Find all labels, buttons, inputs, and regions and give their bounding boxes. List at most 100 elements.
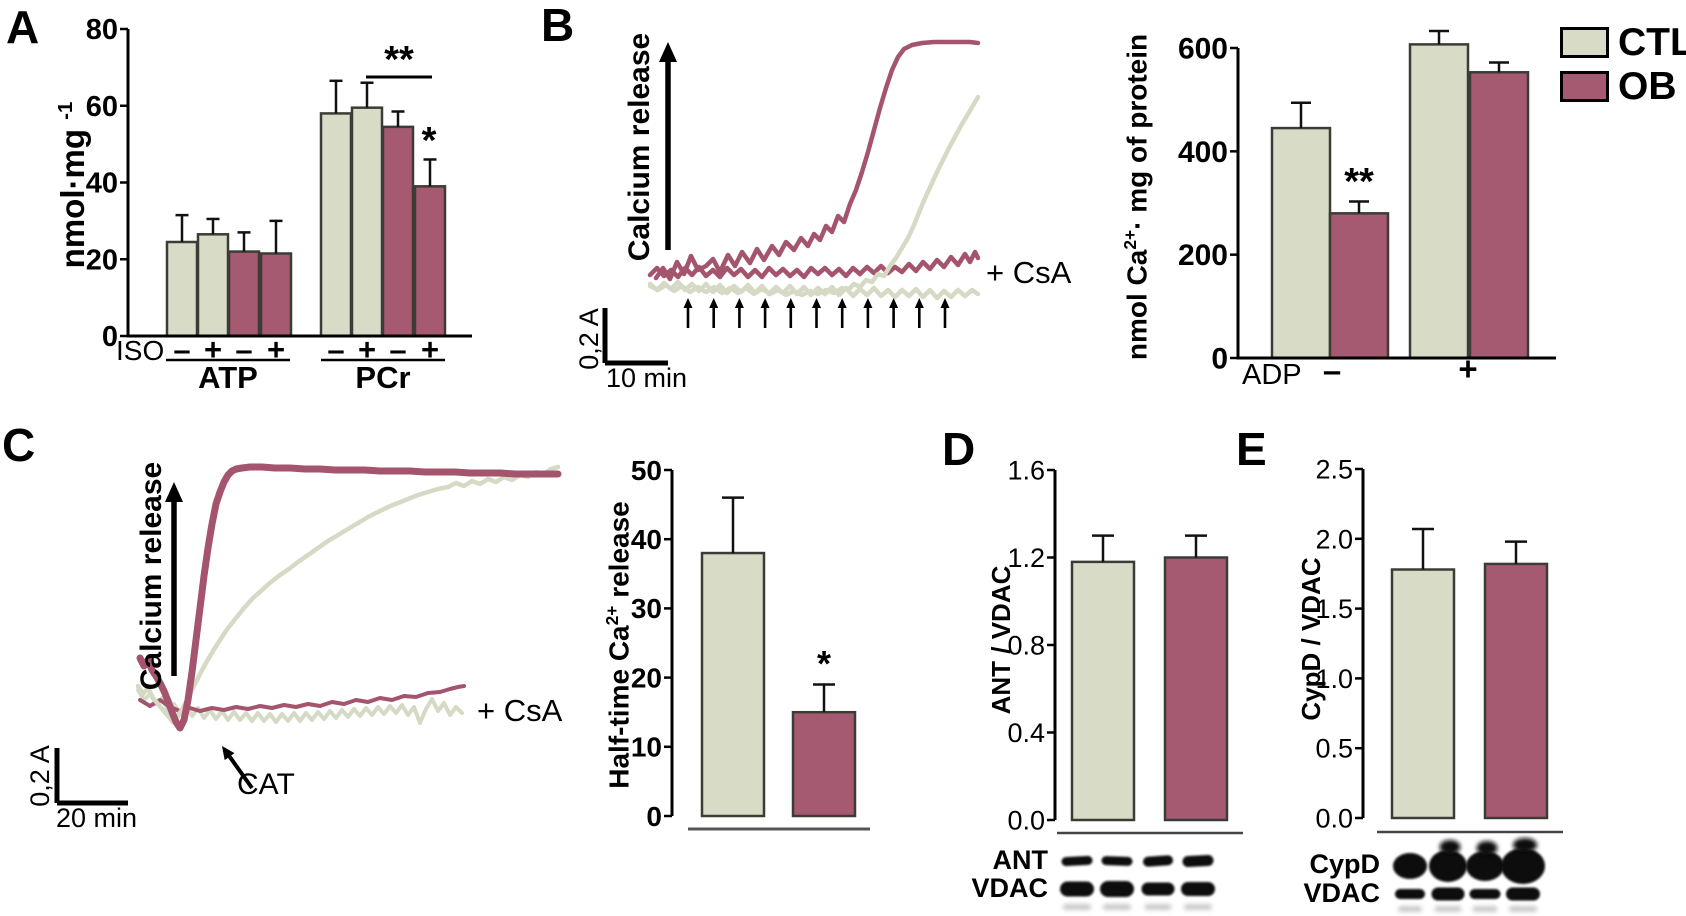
tick-label: 0.5 [1315, 734, 1353, 764]
chart-B-trace [602, 39, 981, 366]
bar-B-bar-ctl-0 [1270, 126, 1332, 360]
tick-label: 10 [631, 732, 662, 763]
blot-band-vdac [1395, 889, 1425, 899]
panel-b-adp-plus: + [1458, 350, 1478, 387]
panel-e-y-axis-label: CypD / VDAC [1296, 557, 1326, 721]
tick-label: 20 [631, 662, 662, 693]
panel-a-iso-label: ISO [116, 335, 165, 366]
bar-C-bar-ctl-0 [700, 551, 766, 818]
trace-ctl [135, 464, 561, 725]
panel-e-label: E [1236, 423, 1267, 475]
panel-d-label: D [942, 423, 976, 475]
bar-D-bar-ob-1 [1163, 556, 1229, 822]
panel-a-iso-sign-6: + [357, 332, 377, 367]
calcium-pulse-arrow-head [760, 298, 770, 308]
panel-c-label: C [2, 419, 36, 471]
calcium-release-arrow-head [659, 42, 677, 62]
chart-A: 0 20 40 60 80 *** [86, 14, 472, 362]
calcium-pulse-arrow-head [786, 298, 796, 308]
calcium-pulse-arrow-head [914, 298, 924, 308]
tick-label: 200 [1178, 239, 1228, 272]
trace-ob [653, 39, 981, 282]
blot-band-vdac [1181, 882, 1215, 896]
blot-band-cypd [1393, 853, 1427, 879]
tick-label: 1.5 [1315, 594, 1353, 624]
panel-b-bar-y-axis-label: nmol Ca2+· mg of protein [1120, 33, 1153, 361]
blot-band-cypd [1501, 848, 1545, 884]
bar-A-ctl-0 [165, 240, 199, 338]
blot-band-shadow [1509, 906, 1537, 912]
tick-label: 0.8 [1007, 630, 1045, 660]
tick-label: 0 [646, 801, 662, 832]
legend-swatch-ob [1560, 71, 1609, 102]
calcium-pulse-arrow-head [709, 298, 719, 308]
panel-a-iso-sign-1: – [173, 332, 191, 367]
bar-A-ctl-5 [350, 106, 384, 338]
tick-label: 1.0 [1315, 664, 1353, 694]
bar-A-ob-3 [259, 252, 293, 338]
panel-a-iso-sign-8: + [420, 332, 440, 367]
panel-c-scalebar-y-label: 0,2 A [25, 745, 55, 807]
panel-a-y-axis-label: nmol·mg -1 [47, 60, 91, 310]
blot-band-vdac [1506, 887, 1540, 901]
blot-band-shadow [1434, 906, 1462, 912]
panel-a-iso-sign-5: – [327, 332, 345, 367]
panel-a-group-label-pcr: PCr [355, 360, 411, 395]
bar-E-bar-ob-1 [1483, 562, 1549, 820]
tick-label: 20 [86, 244, 118, 276]
calcium-pulse-arrow-head [683, 298, 693, 308]
sig-label: * [817, 643, 831, 684]
panel-c-cat-annotation: CAT [237, 768, 295, 801]
sig-label: ** [1344, 161, 1374, 203]
calcium-pulse-arrow-head [812, 298, 821, 308]
tick-label: 0.4 [1007, 718, 1045, 748]
tick-label: 600 [1178, 33, 1228, 66]
bar-B-bar-ob-3 [1468, 71, 1530, 360]
blot-band-shadow [1103, 904, 1131, 910]
blot-label-ant: ANT [992, 845, 1049, 875]
legend-label-ob: OB [1618, 65, 1677, 108]
trace-ob [136, 463, 562, 732]
bar-D-bar-ctl-0 [1070, 560, 1136, 822]
blot-band-ant [1182, 854, 1214, 868]
bar-E-bar-ctl-0 [1390, 568, 1456, 820]
tick-label: 60 [86, 91, 118, 123]
tick-label: 40 [86, 168, 118, 200]
blot-band-vdac [1100, 881, 1134, 897]
blot-band-cypd [1466, 851, 1504, 881]
bar-A-ob-2 [227, 250, 261, 338]
blot-band-ant [1061, 855, 1093, 867]
panel-b-scalebar-x-label: 10 min [606, 363, 688, 393]
trace-ob-csa [647, 249, 981, 280]
chart-C-trace [54, 463, 562, 806]
panel-a-iso-sign-7: – [389, 332, 407, 367]
calcium-pulse-arrow-head [863, 298, 873, 308]
cat-pointer-arrow [227, 755, 254, 790]
blot-band-shadow [1398, 906, 1422, 912]
bar-B-bar-ctl-2 [1408, 43, 1470, 360]
bar-B-bar-ob-1 [1328, 212, 1390, 360]
tick-label: 0.0 [1007, 805, 1045, 835]
chart-E-bar: 0.0 0.5 1.0 1.5 2.0 2.5 [1315, 454, 1549, 833]
panel-a-label: A [6, 1, 40, 53]
calcium-pulse-arrow-head [837, 298, 847, 308]
blot-band-shadow [1472, 906, 1498, 912]
tick-label: 1.6 [1007, 455, 1045, 485]
sig-label: ** [384, 39, 414, 81]
tick-label: 0 [102, 321, 118, 353]
cat-pointer-arrow-head [222, 746, 235, 761]
tick-label: 400 [1178, 136, 1228, 169]
tick-label: 2.5 [1315, 454, 1353, 484]
calcium-pulse-arrow-head [734, 298, 744, 308]
chart-D-bar: 0.0 0.4 0.8 1.2 1.6 [1007, 455, 1229, 835]
blot-band-ant [1143, 855, 1173, 867]
blot-label-vdac-d: VDAC [971, 873, 1048, 903]
bar-A-ctl-4 [319, 112, 353, 338]
tick-label: 0.0 [1315, 803, 1353, 833]
blot-band-cypd [1429, 850, 1467, 882]
blot-label-vdac-e: VDAC [1303, 878, 1380, 908]
panel-b-scalebar-y-label: 0,2 A [574, 308, 604, 370]
legend-label-ctl: CTL [1618, 21, 1686, 64]
tick-label: 30 [631, 593, 662, 624]
